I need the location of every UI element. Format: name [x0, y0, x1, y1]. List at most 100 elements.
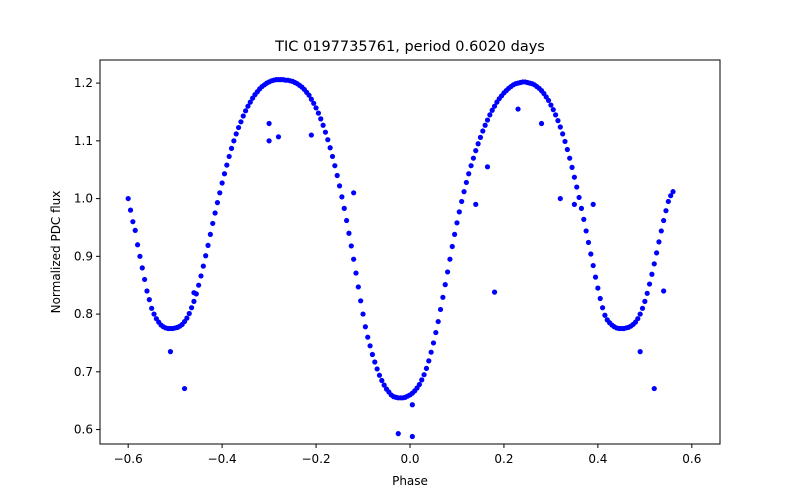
data-point [200, 263, 206, 269]
data-point [449, 243, 455, 250]
data-point [191, 290, 197, 296]
data-point [557, 124, 563, 130]
data-point [151, 311, 157, 317]
data-point [545, 97, 552, 104]
y-tick-label: 0.6 [74, 423, 93, 437]
data-point [240, 113, 246, 119]
data-point [639, 305, 646, 311]
data-point [362, 324, 368, 330]
data-point [468, 163, 474, 169]
data-point [651, 385, 657, 392]
data-point [313, 105, 319, 111]
data-point [336, 183, 343, 189]
data-point [207, 231, 213, 237]
data-point [334, 172, 340, 179]
data-point [233, 131, 239, 137]
data-point [196, 282, 202, 288]
data-point [661, 217, 667, 224]
data-point [442, 282, 448, 288]
data-point [550, 107, 556, 113]
data-point [318, 116, 324, 122]
data-point [564, 146, 570, 153]
data-point [203, 253, 209, 259]
data-point [421, 372, 427, 378]
data-point [351, 190, 357, 196]
data-point [576, 194, 582, 201]
data-point [538, 120, 545, 127]
data-point [376, 372, 383, 378]
data-point [646, 281, 653, 287]
data-point [473, 201, 479, 207]
x-tick-label: −0.4 [208, 452, 237, 466]
data-point [553, 112, 559, 118]
data-points [125, 77, 676, 440]
data-point [461, 189, 467, 195]
data-point [125, 195, 131, 202]
data-point [188, 305, 195, 311]
data-point [426, 358, 432, 364]
y-tick-label: 1.0 [74, 192, 93, 206]
data-point [184, 315, 190, 321]
data-point [440, 294, 446, 300]
data-point [308, 96, 314, 102]
data-point [243, 108, 249, 114]
data-point [409, 433, 415, 440]
data-point [266, 138, 272, 144]
data-point [562, 138, 568, 145]
data-point [585, 239, 592, 246]
data-point [515, 106, 521, 112]
data-point [635, 316, 641, 322]
data-point [487, 112, 493, 118]
x-axis-label: Phase [392, 474, 428, 488]
data-point [489, 107, 495, 113]
data-point [355, 284, 361, 290]
data-point [221, 171, 228, 177]
y-tick-label: 1.2 [74, 76, 93, 90]
data-point [567, 155, 573, 161]
data-point [653, 250, 660, 256]
data-point [228, 145, 235, 151]
data-point [470, 155, 477, 161]
data-point [134, 242, 141, 248]
chart-title: TIC 0197735761, period 0.6020 days [274, 39, 545, 55]
data-point [191, 298, 197, 304]
data-point [477, 134, 484, 140]
data-point [374, 366, 380, 372]
y-axis-label: Normalized PDC flux [49, 191, 63, 314]
data-point [437, 306, 444, 313]
data-point [245, 103, 251, 109]
data-point [602, 312, 608, 318]
data-point [343, 217, 350, 224]
data-point [597, 295, 603, 302]
data-point [668, 193, 674, 199]
x-tick-label: 0.2 [494, 452, 513, 466]
data-point [210, 220, 216, 227]
data-point [637, 349, 643, 355]
data-point [247, 99, 253, 105]
data-point [379, 377, 385, 384]
x-tick-label: 0.4 [588, 452, 607, 466]
data-point [583, 228, 589, 234]
data-point [339, 194, 345, 200]
data-point [132, 227, 138, 233]
data-point [484, 164, 491, 170]
data-point [149, 305, 155, 311]
data-point [454, 220, 460, 226]
data-point [658, 228, 664, 234]
data-point [266, 120, 272, 127]
data-point [212, 210, 218, 216]
data-point [275, 134, 282, 140]
data-point [226, 153, 232, 160]
data-point [341, 205, 347, 211]
data-point [663, 208, 669, 214]
data-point [409, 402, 415, 408]
data-point [644, 290, 650, 296]
data-point [651, 261, 657, 267]
data-point [473, 148, 479, 154]
data-point [322, 129, 329, 135]
data-point [491, 103, 498, 109]
data-point [588, 251, 594, 257]
data-point [670, 189, 676, 195]
